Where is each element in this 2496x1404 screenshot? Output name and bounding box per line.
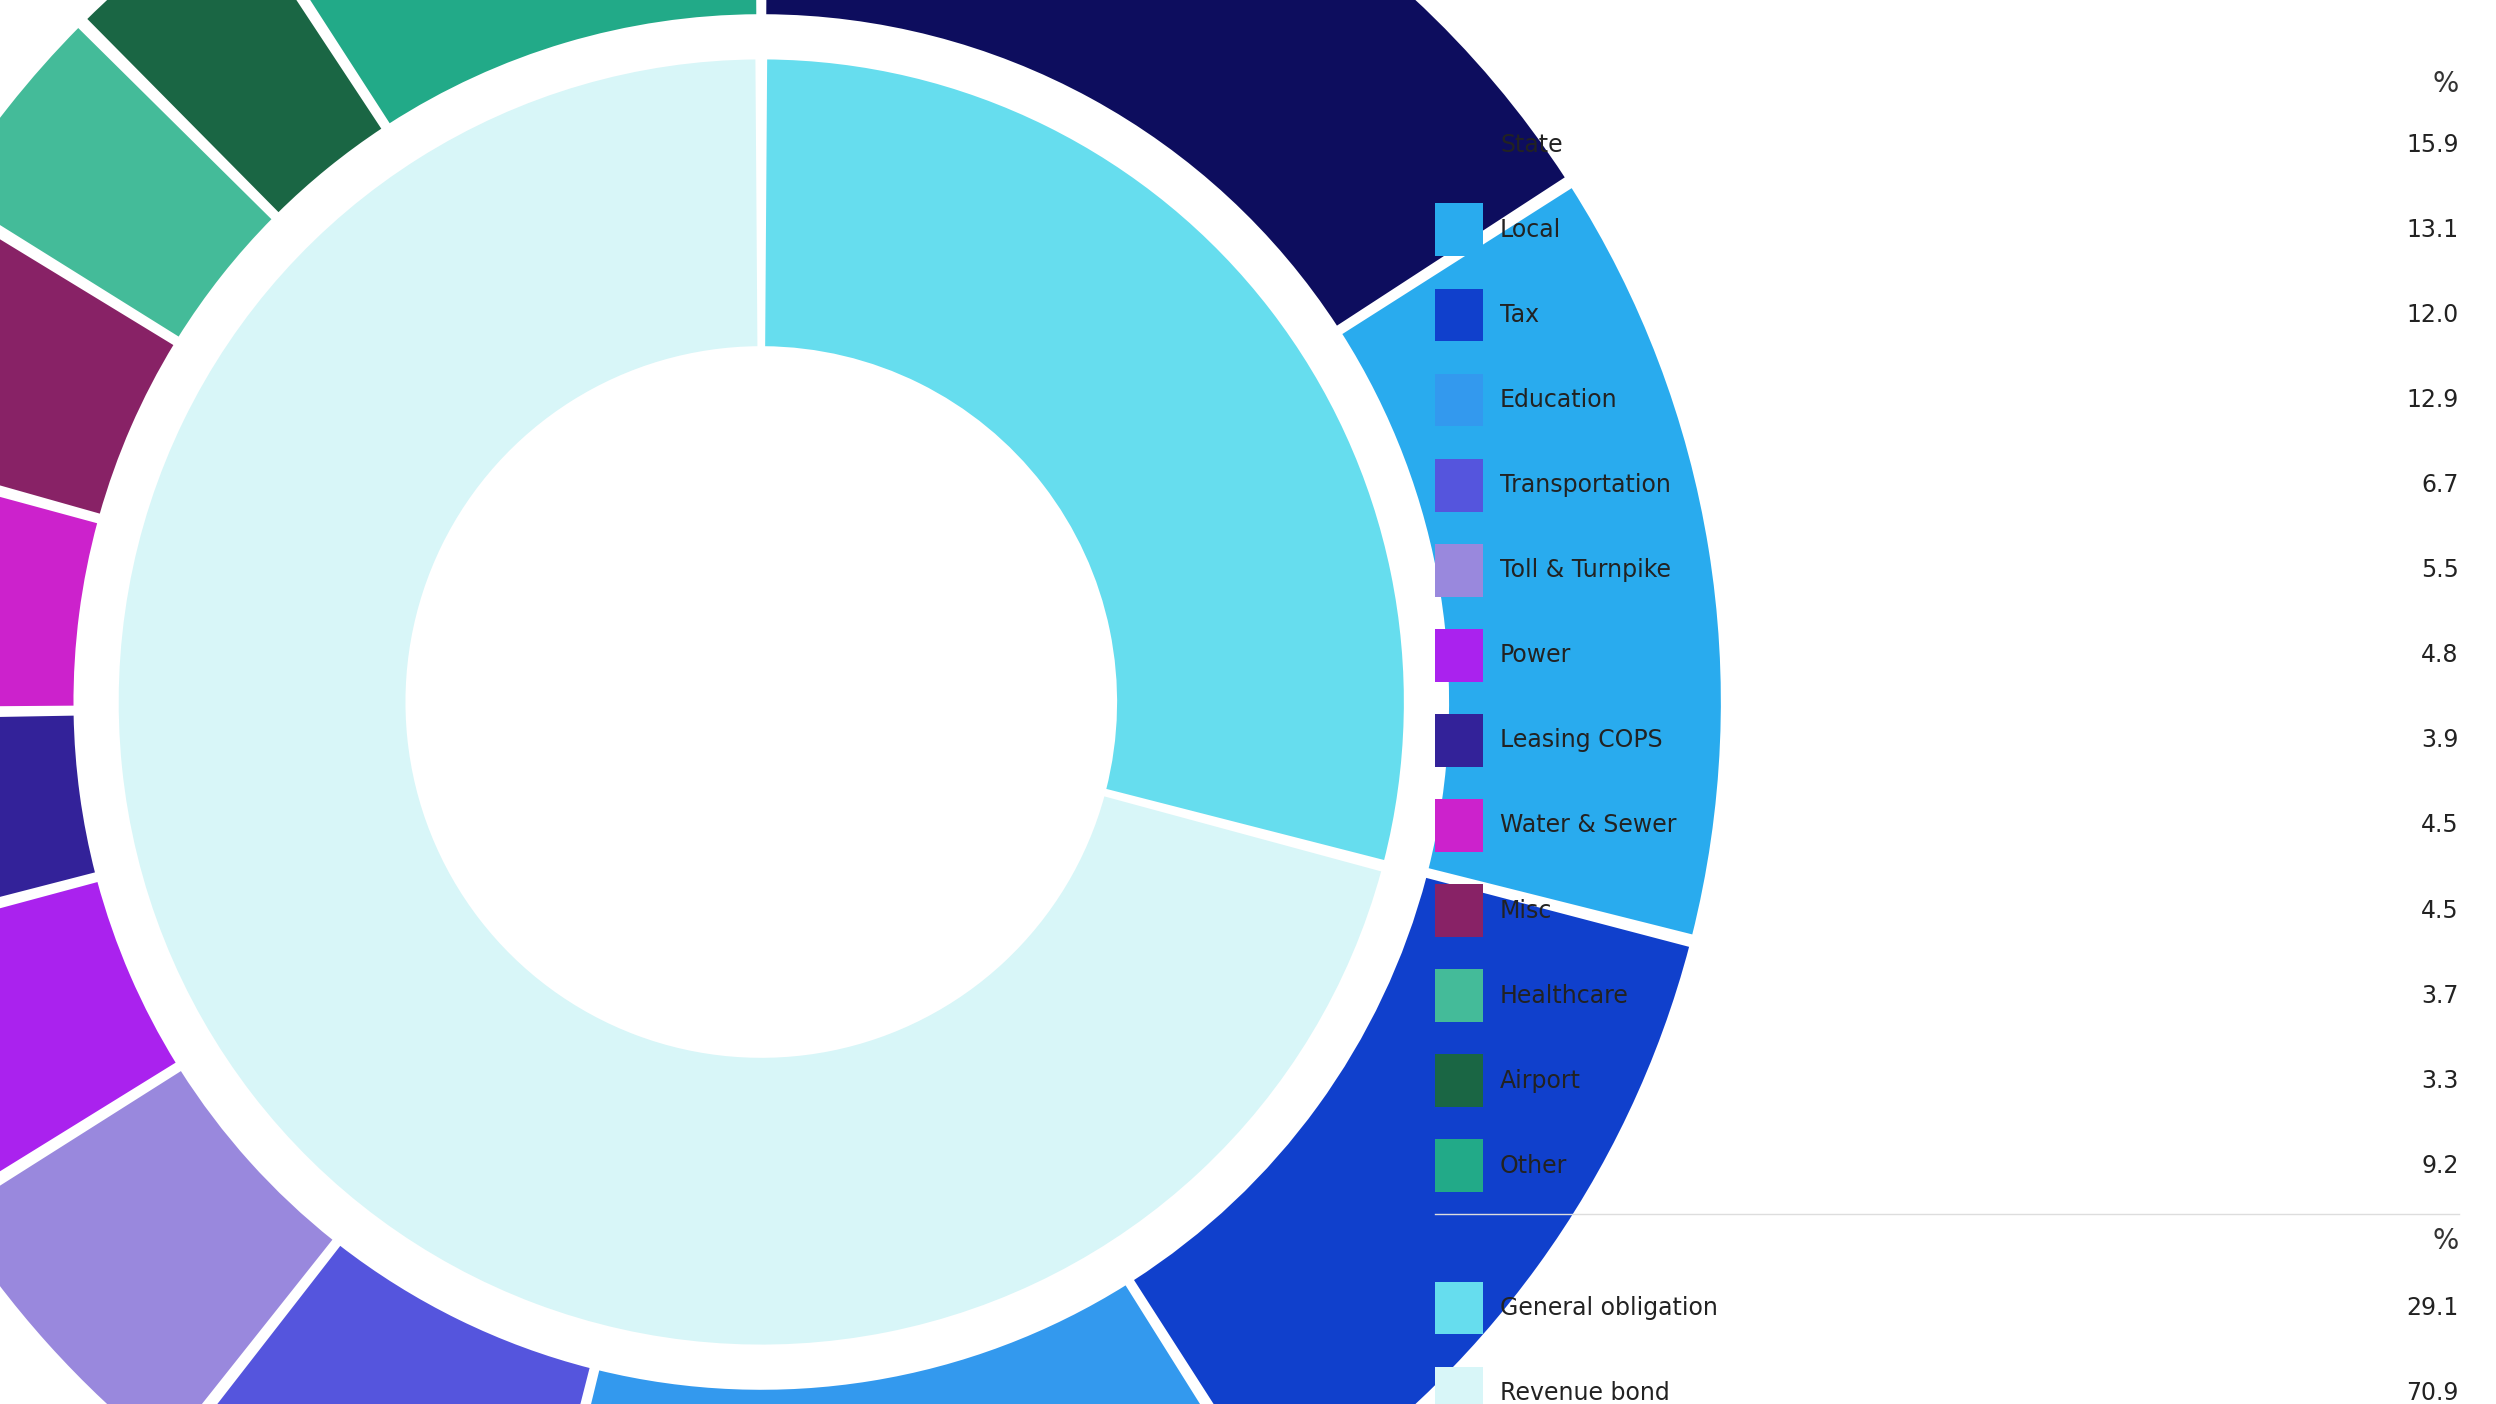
Bar xyxy=(1435,885,1483,936)
Text: %: % xyxy=(2431,70,2459,98)
Wedge shape xyxy=(1133,876,1690,1404)
Bar xyxy=(1435,543,1483,597)
Text: Transportation: Transportation xyxy=(1500,473,1670,497)
Wedge shape xyxy=(117,58,1383,1346)
Text: Other: Other xyxy=(1500,1154,1567,1178)
Text: 9.2: 9.2 xyxy=(2421,1154,2459,1178)
Bar xyxy=(1435,715,1483,767)
Wedge shape xyxy=(764,58,1405,862)
Text: 12.0: 12.0 xyxy=(2406,303,2459,327)
Text: 5.5: 5.5 xyxy=(2421,559,2459,583)
Bar xyxy=(1435,969,1483,1022)
Wedge shape xyxy=(172,1244,592,1404)
Text: Water & Sewer: Water & Sewer xyxy=(1500,813,1677,838)
Wedge shape xyxy=(0,880,177,1207)
Text: 4.5: 4.5 xyxy=(2421,899,2459,922)
Text: Toll & Turnpike: Toll & Turnpike xyxy=(1500,559,1672,583)
Text: Education: Education xyxy=(1500,388,1617,411)
Text: 6.7: 6.7 xyxy=(2421,473,2459,497)
Bar xyxy=(1435,118,1483,171)
Text: 3.9: 3.9 xyxy=(2421,729,2459,753)
Wedge shape xyxy=(0,715,97,942)
Text: 3.7: 3.7 xyxy=(2421,984,2459,1008)
Text: 70.9: 70.9 xyxy=(2406,1382,2459,1404)
Wedge shape xyxy=(0,202,175,515)
Text: Tax: Tax xyxy=(1500,303,1540,327)
Text: State: State xyxy=(1500,133,1562,157)
Wedge shape xyxy=(1340,187,1722,936)
Bar xyxy=(1435,1054,1483,1108)
Text: Power: Power xyxy=(1500,643,1572,667)
Text: Airport: Airport xyxy=(1500,1068,1580,1092)
Text: Local: Local xyxy=(1500,218,1562,241)
Text: 13.1: 13.1 xyxy=(2406,218,2459,241)
Text: Healthcare: Healthcare xyxy=(1500,984,1630,1008)
Wedge shape xyxy=(85,0,384,213)
Wedge shape xyxy=(764,0,1567,327)
Bar xyxy=(1435,204,1483,257)
Bar xyxy=(1435,1140,1483,1192)
Text: Leasing COPS: Leasing COPS xyxy=(1500,729,1662,753)
Text: Revenue bond: Revenue bond xyxy=(1500,1382,1670,1404)
Bar xyxy=(1435,799,1483,852)
Bar xyxy=(1435,459,1483,511)
Text: 15.9: 15.9 xyxy=(2406,133,2459,157)
Text: General obligation: General obligation xyxy=(1500,1296,1717,1320)
Text: 12.9: 12.9 xyxy=(2406,388,2459,411)
Text: 4.8: 4.8 xyxy=(2421,643,2459,667)
Wedge shape xyxy=(0,451,100,709)
Text: 3.3: 3.3 xyxy=(2421,1068,2459,1092)
Wedge shape xyxy=(0,27,275,338)
Wedge shape xyxy=(0,1070,334,1404)
Text: 4.5: 4.5 xyxy=(2421,813,2459,838)
Wedge shape xyxy=(534,1283,1273,1404)
Bar xyxy=(1435,373,1483,427)
Bar xyxy=(1435,629,1483,682)
Bar xyxy=(1435,1366,1483,1404)
Text: %: % xyxy=(2431,1227,2459,1255)
Text: Misc: Misc xyxy=(1500,899,1553,922)
Bar xyxy=(1435,289,1483,341)
Text: 29.1: 29.1 xyxy=(2406,1296,2459,1320)
Wedge shape xyxy=(240,0,759,125)
Bar xyxy=(1435,1282,1483,1334)
